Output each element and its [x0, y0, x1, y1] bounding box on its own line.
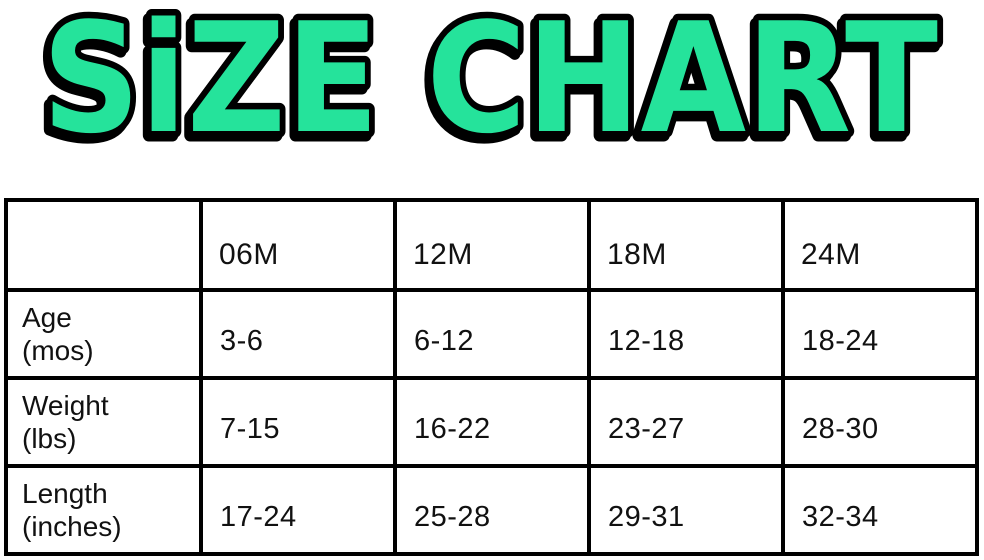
age-value-12m: 6-12 [393, 288, 591, 380]
column-header-06m: 06M [199, 198, 397, 292]
size-table: 06M 12M 18M 24M Age (mos) 3-6 6-12 12-18… [4, 198, 979, 556]
length-value-12m: 25-28 [393, 464, 591, 556]
weight-value-24m: 28-30 [781, 376, 979, 468]
age-value-06m: 3-6 [199, 288, 397, 380]
age-value-18m: 12-18 [587, 288, 785, 380]
weight-value-18m: 23-27 [587, 376, 785, 468]
page-title-text: SiZE CHART [42, 0, 938, 167]
title-art: SiZE CHART [36, 0, 945, 170]
weight-value-06m: 7-15 [199, 376, 397, 468]
table-row-age: Age (mos) 3-6 6-12 12-18 18-24 [4, 288, 979, 380]
row-label-age-name: Age [22, 301, 72, 333]
row-label-age-unit: (mos) [22, 335, 94, 366]
row-label-weight-unit: (lbs) [22, 423, 77, 454]
age-value-24m: 18-24 [781, 288, 979, 380]
table-header-row: 06M 12M 18M 24M [4, 198, 979, 292]
row-label-weight: Weight (lbs) [4, 376, 203, 468]
length-value-06m: 17-24 [199, 464, 397, 556]
weight-value-12m: 16-22 [393, 376, 591, 468]
column-header-24m: 24M [781, 198, 979, 292]
row-label-weight-name: Weight [22, 389, 109, 421]
row-label-length-unit: (inches) [22, 511, 122, 542]
table-row-length: Length (inches) 17-24 25-28 29-31 32-34 [4, 464, 979, 556]
row-label-age: Age (mos) [4, 288, 203, 380]
page-title: SiZE CHART [0, 0, 984, 170]
corner-cell [4, 198, 203, 292]
column-header-12m: 12M [393, 198, 591, 292]
length-value-18m: 29-31 [587, 464, 785, 556]
column-header-18m: 18M [587, 198, 785, 292]
row-label-length: Length (inches) [4, 464, 203, 556]
row-label-length-name: Length [22, 477, 108, 509]
table-row-weight: Weight (lbs) 7-15 16-22 23-27 28-30 [4, 376, 979, 468]
length-value-24m: 32-34 [781, 464, 979, 556]
